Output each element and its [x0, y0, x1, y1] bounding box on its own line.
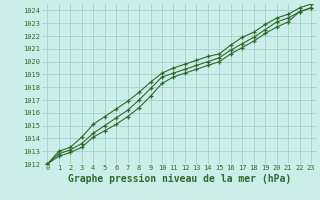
X-axis label: Graphe pression niveau de la mer (hPa): Graphe pression niveau de la mer (hPa) — [68, 174, 291, 184]
